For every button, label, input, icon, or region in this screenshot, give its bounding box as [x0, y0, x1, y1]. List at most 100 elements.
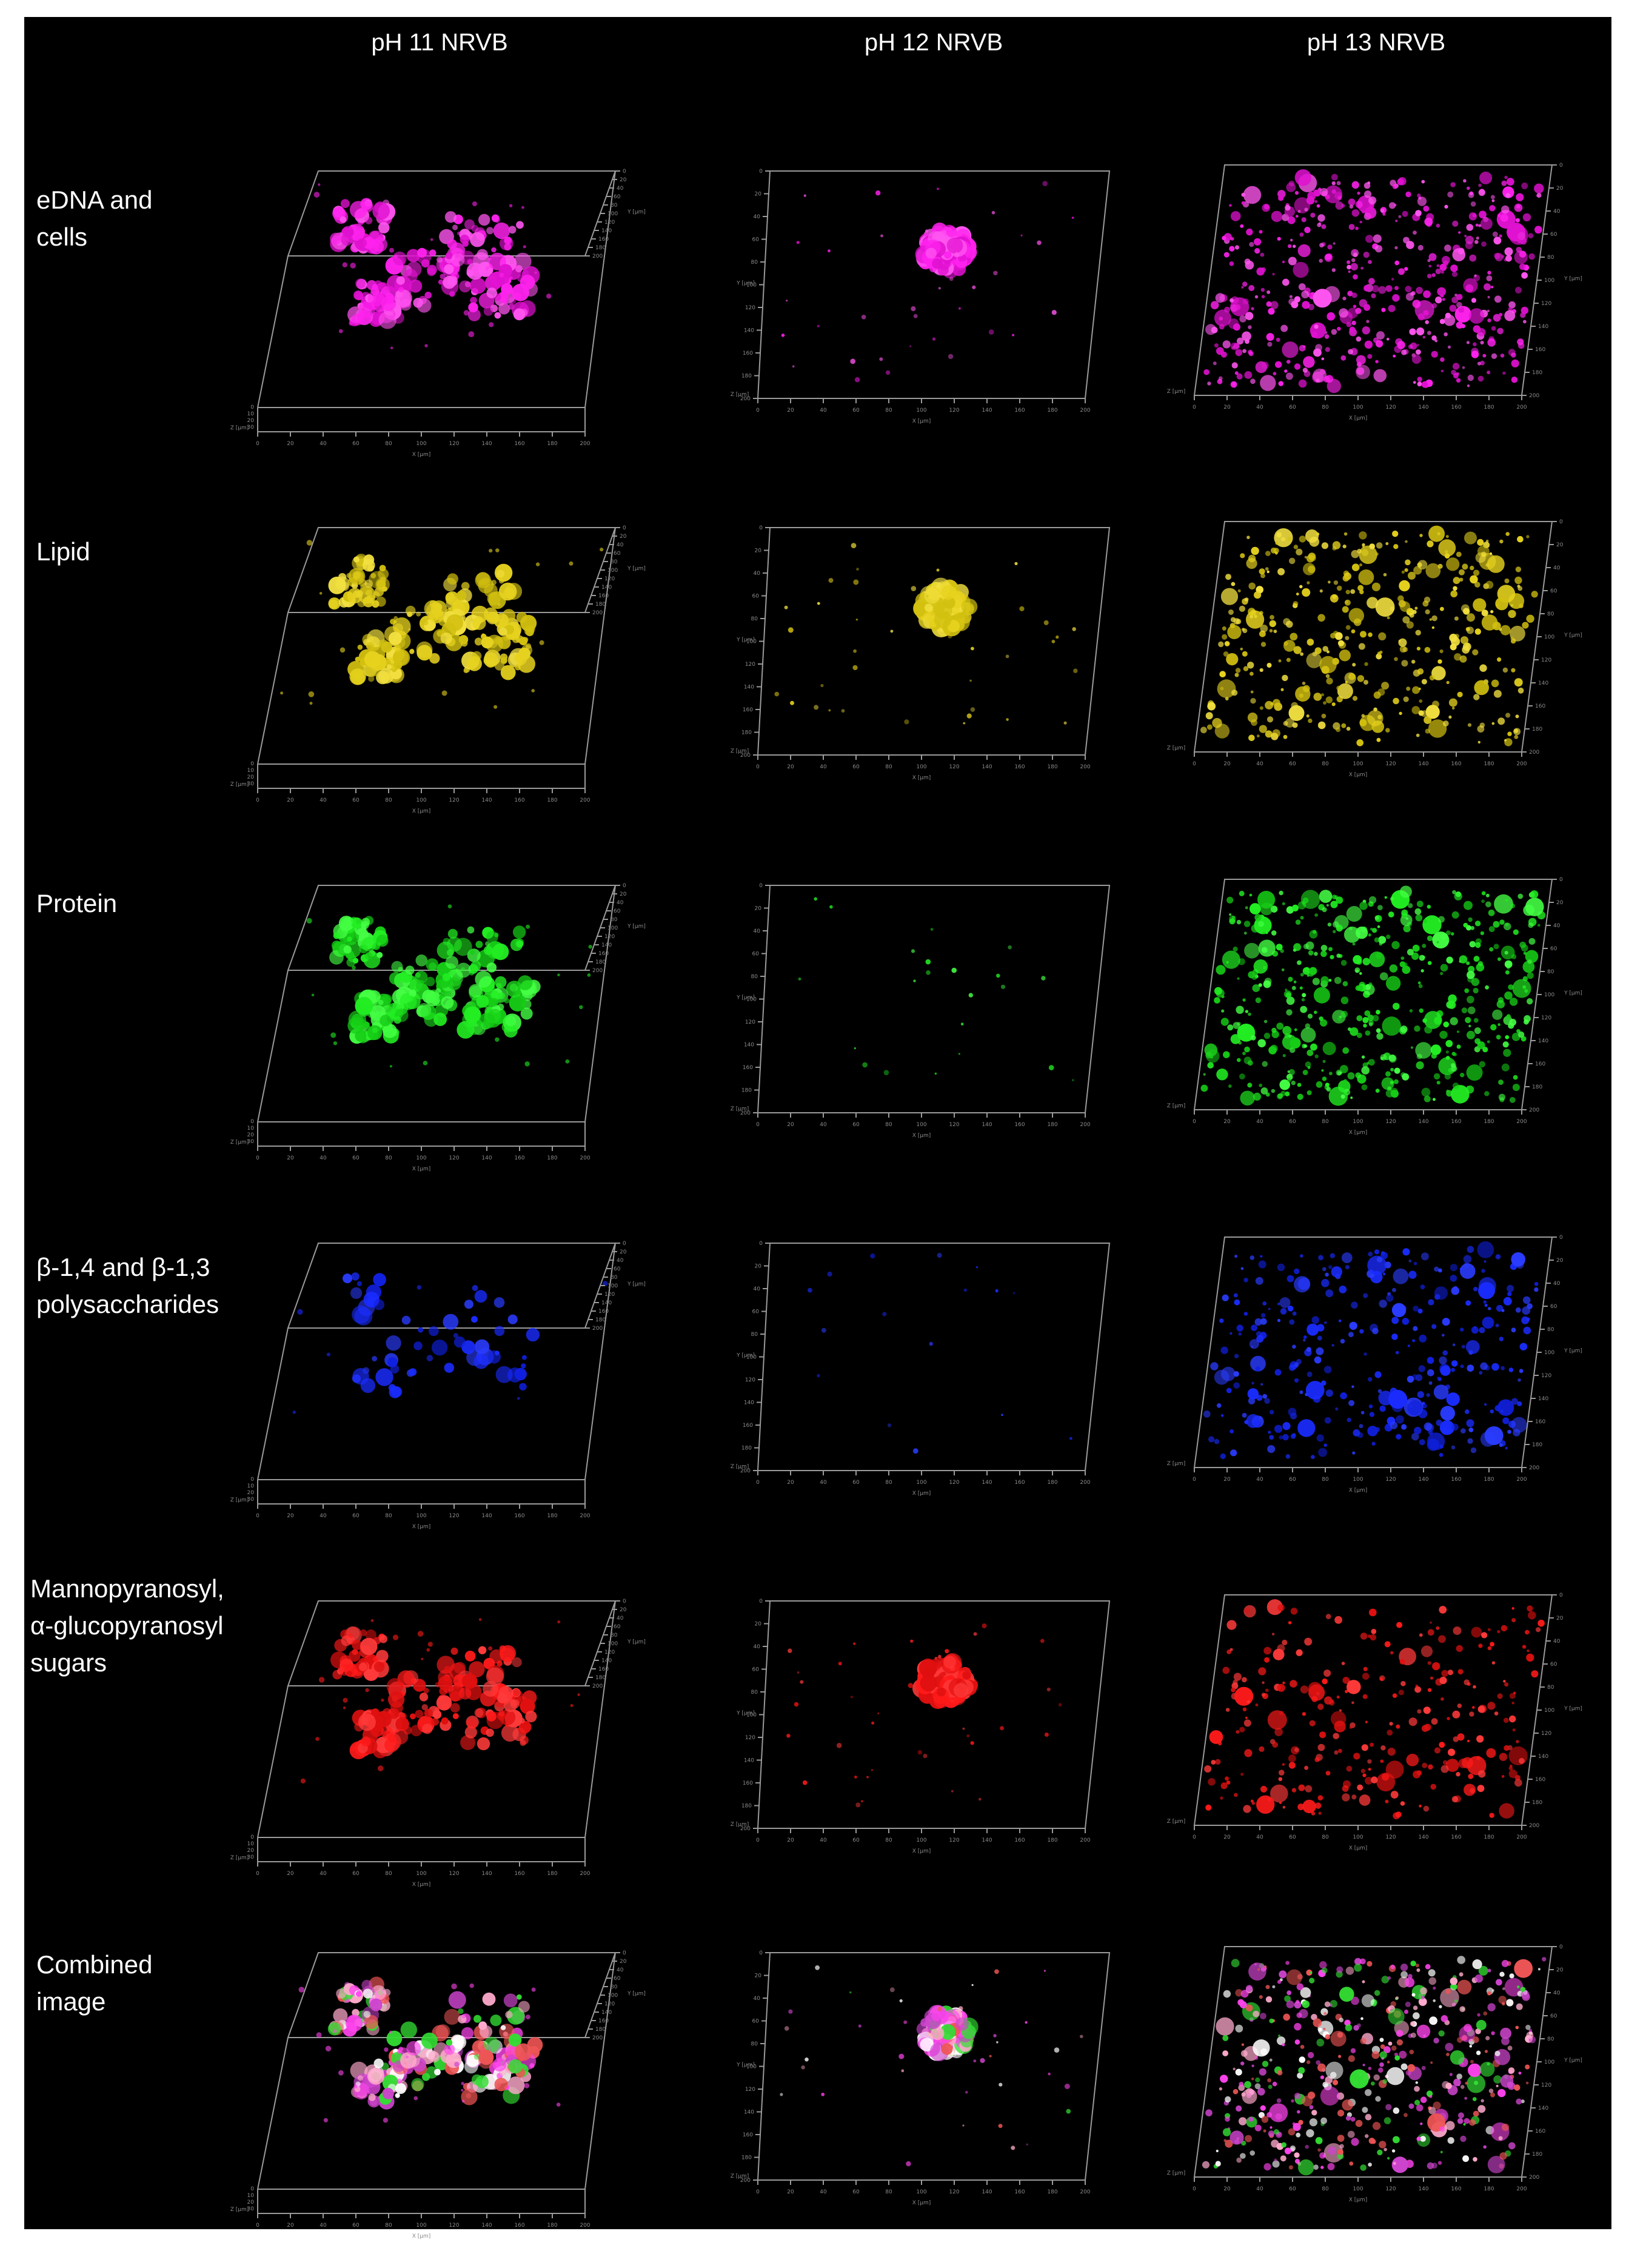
signal-blob — [1244, 1719, 1251, 1726]
signal-blob — [1488, 1646, 1492, 1651]
x-tick-label: 40 — [1256, 1477, 1263, 1483]
signal-blob — [1013, 1292, 1015, 1294]
signal-blob — [427, 267, 436, 276]
signal-blob — [328, 597, 340, 609]
signal-blob — [1072, 627, 1076, 631]
signal-blob — [1436, 1420, 1442, 1426]
signal-blob — [1244, 1312, 1248, 1315]
x-tick-label: 20 — [787, 1122, 794, 1128]
signal-blob — [465, 1651, 476, 1662]
y-tick-label: 200 — [1529, 1107, 1539, 1113]
signal-blob — [1522, 622, 1528, 629]
signal-blob — [1464, 532, 1477, 545]
signal-blob — [1479, 665, 1487, 672]
signal-blob — [1299, 345, 1306, 352]
signal-blob — [1294, 363, 1300, 369]
signal-blob — [429, 1326, 439, 1337]
signal-blob — [1282, 261, 1285, 263]
signal-blob — [946, 226, 957, 237]
signal-blob — [1371, 1442, 1375, 1446]
signal-blob — [1428, 1299, 1434, 1305]
signal-blob — [460, 235, 470, 244]
y-tick-label: 0 — [1559, 1235, 1563, 1241]
signal-blob — [1416, 287, 1423, 294]
signal-blob — [1288, 1621, 1291, 1624]
signal-blob — [1386, 1089, 1394, 1098]
signal-blob — [494, 636, 503, 645]
signal-blob — [1347, 1418, 1351, 1422]
x-tick-label: 200 — [1080, 2189, 1090, 2195]
signal-blob — [416, 955, 428, 967]
signal-blob — [1368, 278, 1375, 284]
signal-blob — [378, 222, 390, 233]
signal-blob — [870, 1253, 875, 1258]
signal-blob — [1306, 714, 1310, 717]
signal-blob — [1303, 1070, 1308, 1075]
signal-blob — [937, 1688, 946, 1697]
signal-blob — [524, 626, 534, 636]
signal-blob — [1451, 1368, 1455, 1372]
x-tick-label: 180 — [547, 797, 557, 804]
signal-blob — [1317, 204, 1320, 208]
signal-blob — [452, 224, 458, 230]
signal-blob — [1427, 1369, 1434, 1377]
signal-blob — [1511, 360, 1519, 367]
signal-blob — [925, 603, 933, 612]
signal-blob — [346, 1999, 350, 2003]
signal-blob — [1459, 955, 1468, 964]
signal-blob — [297, 1309, 303, 1315]
y-tick-label: 20 — [755, 1973, 762, 1979]
signal-blob — [1359, 719, 1367, 726]
y-axis-label: Y [µm] — [1564, 276, 1582, 282]
signal-blob — [443, 973, 450, 981]
signal-blob — [1490, 1642, 1494, 1647]
signal-blob — [1248, 583, 1256, 590]
signal-blob — [333, 1041, 337, 1045]
signal-blob — [396, 277, 405, 285]
signal-blob — [1353, 942, 1356, 945]
signal-blob — [1425, 320, 1429, 324]
signal-blob — [999, 2124, 1003, 2128]
signal-blob — [1418, 314, 1425, 320]
signal-blob — [1369, 1609, 1377, 1617]
signal-blob — [1499, 1094, 1505, 1101]
signal-blob — [1271, 1089, 1276, 1093]
z-tick-label: 30 — [247, 1854, 255, 1860]
signal-blob — [486, 1668, 504, 1685]
x-tick-label: 80 — [1322, 1477, 1329, 1483]
signal-blob — [910, 1640, 913, 1643]
signal-blob — [1487, 338, 1496, 347]
x-tick-label: 60 — [1289, 1834, 1296, 1840]
signal-blob — [1458, 1669, 1464, 1674]
signal-blob — [1306, 1324, 1319, 1336]
y-tick-label: 40 — [617, 1967, 624, 1973]
signal-blob — [1219, 1318, 1223, 1323]
signal-blob — [1342, 606, 1349, 613]
signal-blob — [1508, 1022, 1514, 1028]
y-tick-label: 20 — [620, 177, 627, 183]
bounding-box — [758, 528, 1109, 755]
signal-blob — [1327, 244, 1332, 249]
z-tick-label: 10 — [247, 768, 255, 774]
signal-blob — [446, 2039, 453, 2046]
x-tick-label: 180 — [1047, 1837, 1057, 1844]
signal-blob — [1251, 307, 1254, 310]
signal-blob — [1376, 1028, 1381, 1033]
box-edge — [258, 1686, 288, 1837]
signal-blob — [1385, 896, 1387, 899]
signal-blob — [1328, 1265, 1332, 1269]
signal-blob — [1304, 1044, 1308, 1048]
signal-blob — [1242, 998, 1245, 1001]
signal-blob — [1460, 1263, 1476, 1279]
signal-blob — [1359, 972, 1362, 975]
signal-blob — [1393, 1693, 1397, 1698]
y-axis-label: Y [µm] — [1564, 990, 1582, 996]
signal-blob — [1222, 1295, 1229, 1301]
signal-blob — [906, 2161, 911, 2166]
signal-blob — [1206, 712, 1213, 719]
signal-blob — [1348, 270, 1351, 273]
